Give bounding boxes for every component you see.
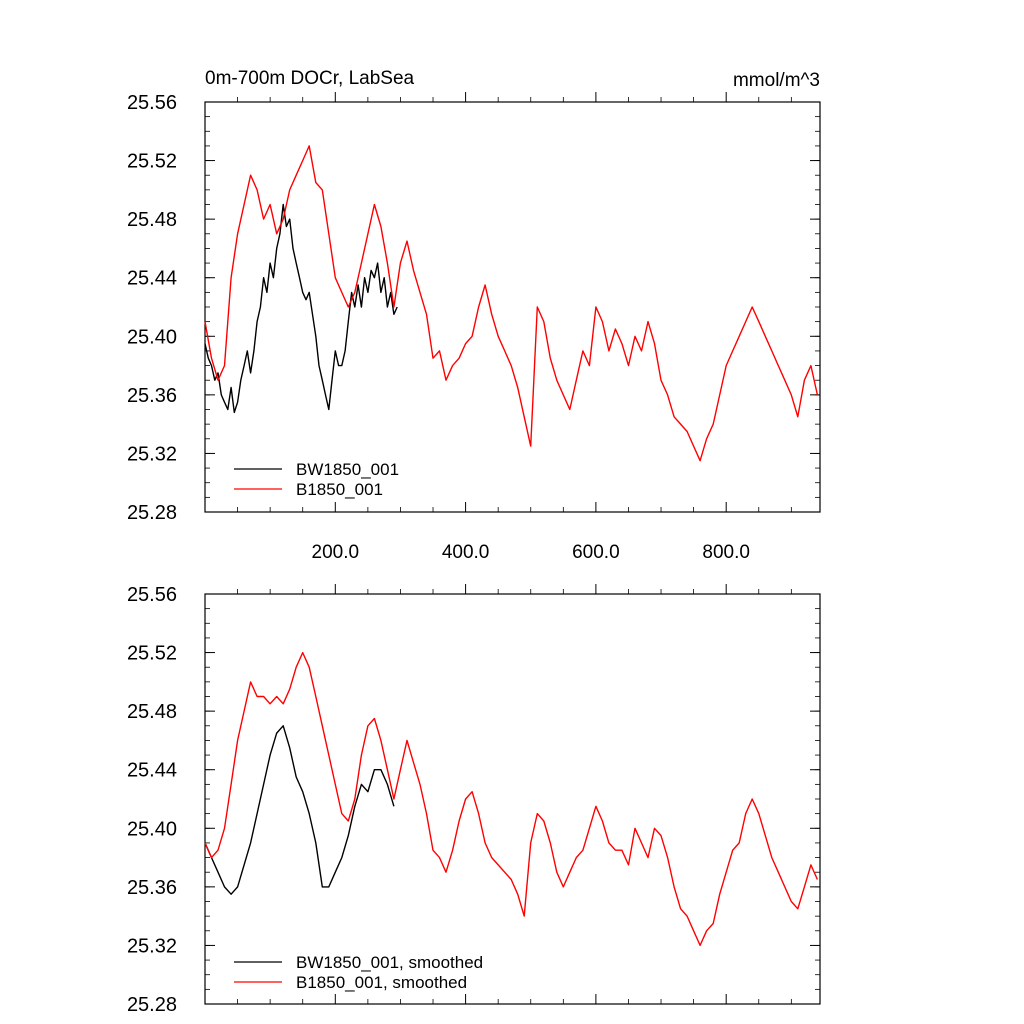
tick-marks-top: [205, 92, 820, 513]
legend-bottom: BW1850_001, smoothed B1850_001, smoothed: [234, 953, 483, 992]
panel-top: 0m-700m DOCr, LabSea mmol/m^3 25.28 25.32…: [127, 68, 821, 563]
series-lines-top: [204, 145, 819, 462]
plot-frame-bottom: [204, 593, 821, 1005]
tick-marks-bottom: [205, 584, 820, 1005]
panel-bottom: 25.28 25.32 25.36 25.40 25.44 25.48 25.52 25.56…: [127, 584, 821, 1016]
y-tick-label: 25.28: [127, 502, 177, 524]
y-tick-label: 25.40: [127, 818, 177, 840]
legend-label-b1850-smoothed: B1850_001, smoothed: [296, 973, 467, 992]
y-tick-labels-bottom: 25.28 25.32 25.36 25.40 25.44 25.48 25.52 25.56: [127, 584, 177, 1016]
y-tick-label: 25.56: [127, 92, 177, 114]
y-tick-labels-top: 25.28 25.32 25.36 25.40 25.44 25.48 25.52 25.56: [127, 92, 177, 524]
series-line-b1850: [204, 145, 819, 462]
y-tick-label: 25.36: [127, 877, 177, 899]
y-tick-label: 25.32: [127, 443, 177, 465]
y-tick-label: 25.48: [127, 701, 177, 723]
x-tick-label: 600.0: [572, 542, 620, 563]
x-tick-labels-top: 200.0 400.0 600.0 800.0: [312, 542, 750, 563]
y-tick-label: 25.40: [127, 326, 177, 348]
y-tick-label: 25.48: [127, 209, 177, 231]
legend-label-bw1850-smoothed: BW1850_001, smoothed: [296, 953, 483, 972]
legend-label-b1850: B1850_001: [296, 480, 383, 499]
y-tick-label: 25.44: [127, 268, 177, 290]
x-tick-label: 800.0: [702, 542, 750, 563]
y-tick-label: 25.56: [127, 584, 177, 606]
legend-top: BW1850_001 B1850_001: [234, 460, 399, 499]
plot-frame-top: [204, 101, 821, 513]
y-tick-label: 25.28: [127, 994, 177, 1016]
y-tick-label: 25.52: [127, 643, 177, 665]
series-lines-bottom: [204, 651, 819, 947]
chart-title-left: 0m-700m DOCr, LabSea: [205, 68, 415, 89]
series-line-b1850: [204, 651, 819, 947]
x-tick-label: 200.0: [312, 542, 360, 563]
series-line-bw1850: [204, 203, 398, 414]
y-tick-label: 25.44: [127, 760, 177, 782]
y-tick-label: 25.52: [127, 151, 177, 173]
series-line-bw1850: [204, 725, 395, 895]
y-tick-label: 25.36: [127, 385, 177, 407]
chart-title-units: mmol/m^3: [733, 70, 820, 91]
legend-label-bw1850: BW1850_001: [296, 460, 399, 479]
x-tick-label: 400.0: [442, 542, 490, 563]
y-tick-label: 25.32: [127, 935, 177, 957]
